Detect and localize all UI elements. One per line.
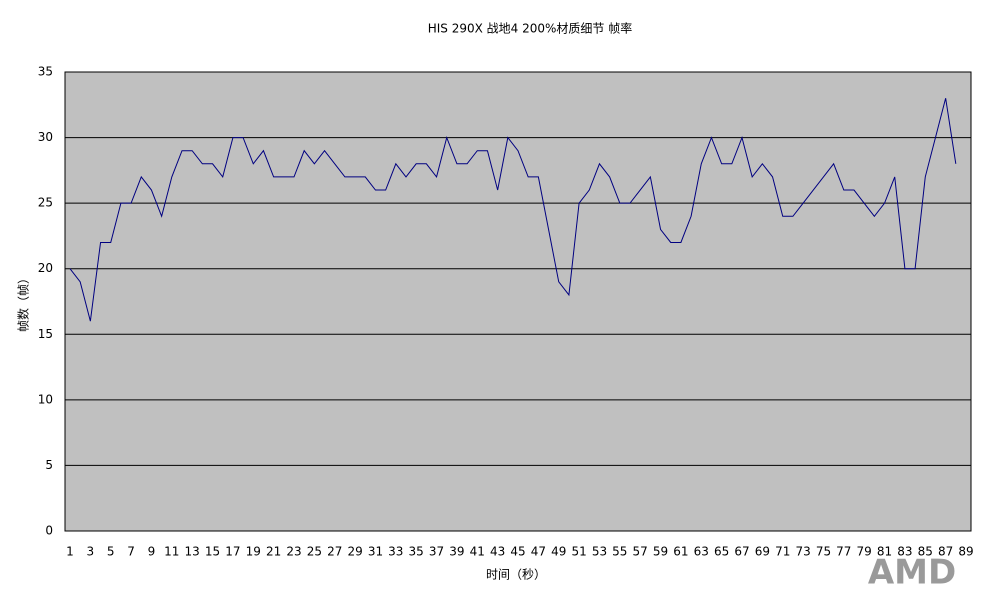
x-tick-label: 21: [266, 545, 281, 559]
x-tick-label: 49: [551, 545, 566, 559]
y-tick-label: 10: [38, 392, 53, 406]
x-tick-label: 31: [368, 545, 383, 559]
x-tick-label: 89: [958, 545, 973, 559]
x-axis-label: 时间（秒）: [486, 568, 546, 582]
y-tick-label: 20: [38, 261, 53, 275]
x-tick-label: 47: [531, 545, 546, 559]
x-tick-label: 33: [388, 545, 403, 559]
x-tick-label: 51: [571, 545, 586, 559]
x-tick-label: 57: [633, 545, 648, 559]
data-line: [69, 98, 957, 322]
x-tick-label: 39: [449, 545, 464, 559]
x-tick-label: 55: [612, 545, 627, 559]
y-tick-label: 15: [38, 327, 53, 341]
x-tick-label: 3: [87, 545, 95, 559]
x-tick-label: 19: [246, 545, 261, 559]
watermark: AMD: [868, 553, 956, 593]
x-tick-label: 83: [897, 545, 912, 559]
x-tick-label: 87: [938, 545, 953, 559]
x-tick-label: 75: [816, 545, 831, 559]
x-tick-label: 29: [347, 545, 362, 559]
x-tick-label: 53: [592, 545, 607, 559]
x-tick-label: 67: [734, 545, 749, 559]
x-tick-label: 79: [857, 545, 872, 559]
y-axis-label: 帧数（帧）: [16, 272, 31, 332]
x-tick-label: 17: [225, 545, 240, 559]
x-tick-label: 43: [490, 545, 505, 559]
y-tick-label: 25: [38, 196, 53, 210]
y-tick-label: 30: [38, 130, 53, 144]
x-tick-label: 69: [755, 545, 770, 559]
x-tick-label: 9: [148, 545, 156, 559]
x-tick-label: 7: [127, 545, 135, 559]
x-tick-label: 45: [510, 545, 525, 559]
y-tick-label: 0: [45, 524, 53, 538]
x-tick-label: 27: [327, 545, 342, 559]
x-tick-label: 37: [429, 545, 444, 559]
x-tick-label: 41: [470, 545, 485, 559]
x-tick-label: 5: [107, 545, 115, 559]
x-tick-label: 81: [877, 545, 892, 559]
x-tick-label: 61: [673, 545, 688, 559]
plot-area: [64, 71, 972, 532]
x-tick-label: 73: [795, 545, 810, 559]
y-tick-label: 5: [45, 458, 53, 472]
x-tick-label: 15: [205, 545, 220, 559]
x-tick-label: 13: [185, 545, 200, 559]
chart-title: HIS 290X 战地4 200%材质细节 帧率: [428, 21, 633, 36]
x-tick-label: 71: [775, 545, 790, 559]
x-tick-label: 77: [836, 545, 851, 559]
x-tick-label: 11: [164, 545, 179, 559]
x-tick-label: 23: [286, 545, 301, 559]
x-tick-label: 65: [714, 545, 729, 559]
x-tick-label: 1: [66, 545, 74, 559]
x-tick-label: 85: [918, 545, 933, 559]
x-tick-label: 59: [653, 545, 668, 559]
y-tick-label: 35: [38, 65, 53, 79]
x-tick-label: 63: [694, 545, 709, 559]
x-tick-label: 35: [409, 545, 424, 559]
x-tick-label: 25: [307, 545, 322, 559]
